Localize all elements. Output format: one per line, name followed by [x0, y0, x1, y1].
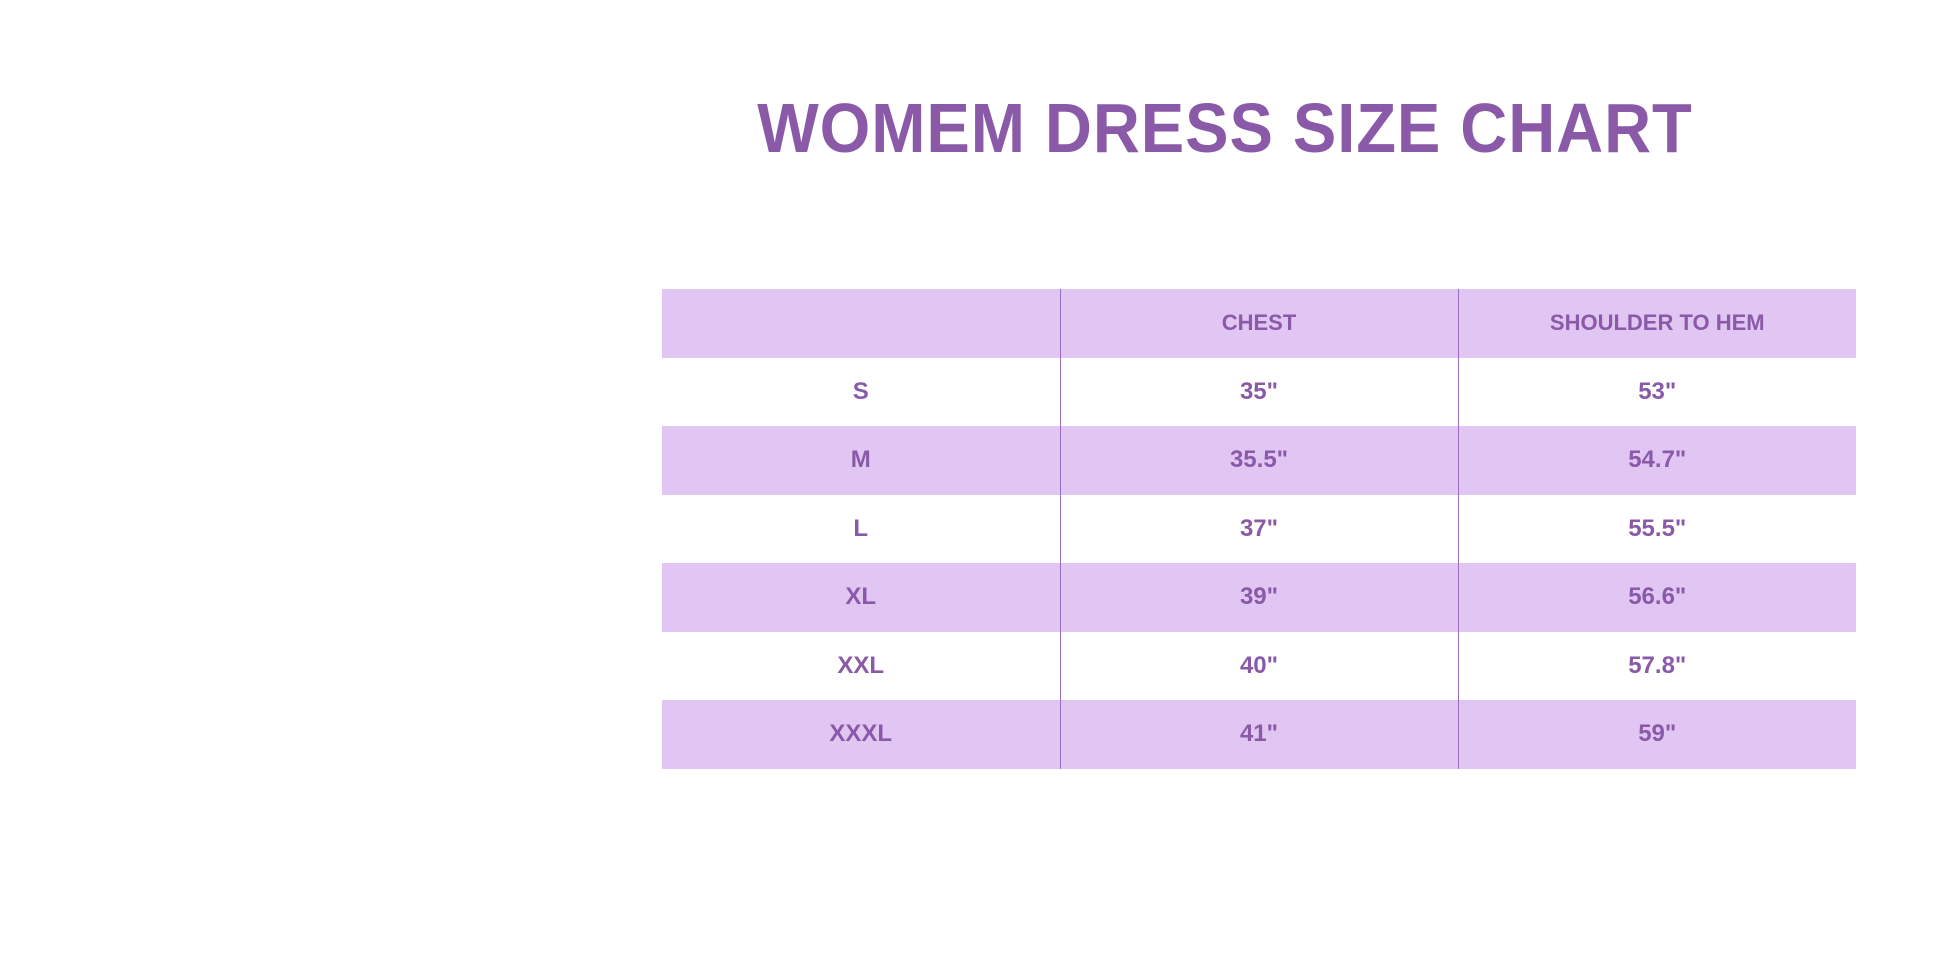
page-title: WOMEM DRESS SIZE CHART: [757, 89, 1693, 167]
size-cell: XXL: [837, 651, 885, 679]
size-cell: L: [853, 514, 869, 542]
table-row: L 37" 55.5": [662, 494, 1856, 563]
table-row: XXL 40" 57.8": [662, 631, 1856, 700]
size-chart-table: CHEST SHOULDER TO HEM S 35" 53" M 35.5" 54.7"…: [662, 289, 1856, 769]
shoulder-to-hem-cell: 55.5": [1457, 494, 1856, 563]
table-row: S 35" 53": [662, 357, 1856, 426]
header-size: [662, 289, 1060, 358]
table-row: XL 39" 56.6": [662, 563, 1856, 632]
size-cell: S: [852, 377, 869, 405]
header-row: CHEST SHOULDER TO HEM: [662, 289, 1856, 358]
size-cell: XXXL: [829, 720, 893, 748]
chest-cell: 41": [1059, 700, 1458, 769]
shoulder-to-hem-cell: 54.7": [1457, 426, 1856, 495]
shoulder-to-hem-cell: 59": [1457, 700, 1856, 769]
shoulder-to-hem-cell: 56.6": [1457, 563, 1856, 632]
chest-cell: 35.5": [1059, 426, 1458, 495]
table-row: M 35.5" 54.7": [662, 426, 1856, 495]
chest-cell: 40": [1059, 631, 1458, 700]
shoulder-to-hem-cell: 57.8": [1457, 631, 1856, 700]
chest-cell: 39": [1059, 563, 1458, 632]
size-cell: M: [850, 446, 871, 474]
table-row: XXXL 41" 59": [662, 700, 1856, 769]
size-cell: XL: [845, 583, 877, 611]
header-shoulder-to-hem: SHOULDER TO HEM: [1457, 289, 1856, 358]
header-chest: CHEST: [1059, 289, 1458, 358]
chest-cell: 35": [1059, 357, 1458, 426]
chest-cell: 37": [1059, 494, 1458, 563]
shoulder-to-hem-cell: 53": [1457, 357, 1856, 426]
